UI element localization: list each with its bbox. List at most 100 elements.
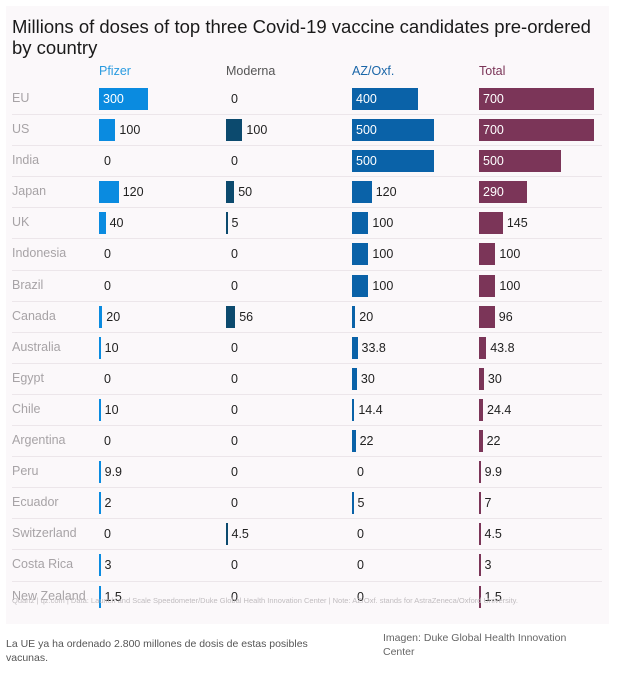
bar-az xyxy=(352,367,357,390)
value-label-az: 100 xyxy=(372,247,394,262)
value-label-total: 24.4 xyxy=(487,402,512,417)
value-label-pfizer: 300 xyxy=(103,92,124,106)
table-row: Egypt 0 0 30 30 xyxy=(12,364,602,395)
bar-total xyxy=(479,492,481,515)
bar-total xyxy=(479,398,483,421)
bar-az xyxy=(352,181,372,204)
bar-total xyxy=(479,305,495,328)
value-label-moderna: 0 xyxy=(231,434,238,449)
table-row: New Zealand 1.5 0 0 1.5 xyxy=(12,582,602,612)
source-note: Quartz | qz.com | Data: Launch and Scale… xyxy=(12,596,518,605)
table-row: US 100 100 500 700 xyxy=(12,115,602,147)
bar-az xyxy=(352,336,358,359)
value-label-az: 120 xyxy=(375,185,397,200)
country-label: Argentina xyxy=(12,433,66,448)
bar-total xyxy=(479,119,594,142)
column-header-az: AZ/Oxf. xyxy=(352,64,395,78)
bar-pfizer xyxy=(99,461,101,484)
value-label-total: 145 xyxy=(506,216,528,231)
country-label: India xyxy=(12,153,40,168)
bar-az xyxy=(352,305,356,328)
bar-moderna xyxy=(226,212,228,235)
bar-moderna xyxy=(226,181,235,204)
value-label-moderna: 50 xyxy=(238,185,253,200)
image-caption: La UE ya ha ordenado 2.800 millones de d… xyxy=(6,638,308,664)
bar-az xyxy=(352,398,355,421)
country-label: Australia xyxy=(12,339,61,354)
bar-az xyxy=(352,88,418,110)
value-label-moderna: 0 xyxy=(231,496,238,511)
value-label-pfizer: 10 xyxy=(104,340,119,355)
country-label: Switzerland xyxy=(12,526,77,541)
value-label-az: 30 xyxy=(360,371,375,386)
bar-pfizer xyxy=(99,336,101,359)
value-label-pfizer: 1.5 xyxy=(104,589,122,604)
value-label-pfizer: 0 xyxy=(104,247,111,262)
country-label: Chile xyxy=(12,401,41,416)
table-row: UK 40 5 100 145 xyxy=(12,208,602,240)
value-label-total: 500 xyxy=(483,154,504,169)
value-label-az: 100 xyxy=(372,278,394,293)
value-label-az: 0 xyxy=(357,558,364,573)
table-row: Australia 10 0 33.8 43.8 xyxy=(12,333,602,364)
bar-total xyxy=(479,461,481,484)
bar-az xyxy=(352,212,369,235)
country-label: Costa Rica xyxy=(12,557,74,572)
value-label-total: 290 xyxy=(483,185,504,200)
bar-total xyxy=(479,554,481,577)
bar-total xyxy=(479,336,487,359)
value-label-az: 500 xyxy=(356,154,377,169)
country-label: EU xyxy=(12,91,30,105)
value-label-pfizer: 40 xyxy=(109,216,124,231)
value-label-total: 43.8 xyxy=(490,340,515,355)
bar-total xyxy=(479,585,481,608)
value-label-az: 20 xyxy=(359,309,374,324)
chart-figure: Millions of doses of top three Covid-19 … xyxy=(6,6,609,624)
table-row: Japan 120 50 120 290 xyxy=(12,177,602,209)
bar-az xyxy=(352,243,369,266)
value-label-pfizer: 10 xyxy=(104,402,119,417)
bar-pfizer xyxy=(99,88,149,110)
image-credit: Imagen: Duke Global Health Innovation Ce… xyxy=(383,632,567,658)
bar-moderna xyxy=(226,119,243,142)
value-label-moderna: 0 xyxy=(231,247,238,262)
value-label-total: 100 xyxy=(499,247,521,262)
bar-pfizer xyxy=(99,305,103,328)
bar-total xyxy=(479,181,527,204)
bar-total xyxy=(479,88,594,110)
bar-az xyxy=(352,119,435,142)
value-label-pfizer: 0 xyxy=(104,278,111,293)
country-label: Indonesia xyxy=(12,246,67,261)
column-header-total: Total xyxy=(479,64,506,78)
country-label: Egypt xyxy=(12,370,44,385)
value-label-moderna: 0 xyxy=(231,92,238,106)
value-label-az: 14.4 xyxy=(358,402,383,417)
value-label-moderna: 0 xyxy=(231,371,238,386)
value-label-moderna: 5 xyxy=(231,216,239,231)
value-label-az: 100 xyxy=(372,216,394,231)
value-label-total: 100 xyxy=(499,278,521,293)
table-row: India 0 0 500 500 xyxy=(12,146,602,178)
bar-total xyxy=(479,430,483,453)
value-label-pfizer: 0 xyxy=(104,371,111,386)
country-label: Ecuador xyxy=(12,495,59,510)
value-label-total: 3 xyxy=(484,558,492,573)
value-label-total: 7 xyxy=(484,496,492,511)
value-label-pfizer: 3 xyxy=(104,558,112,573)
bar-pfizer xyxy=(99,119,116,142)
column-header-pfizer: Pfizer xyxy=(99,64,131,78)
country-label: Canada xyxy=(12,308,56,323)
bar-pfizer xyxy=(99,212,106,235)
value-label-total: 96 xyxy=(498,309,513,324)
value-label-pfizer: 0 xyxy=(104,434,111,449)
value-label-moderna: 0 xyxy=(231,402,238,417)
table-row: Canada 20 56 20 96 xyxy=(12,302,602,333)
value-label-moderna: 100 xyxy=(246,123,268,138)
country-label: US xyxy=(12,122,30,137)
bar-pfizer xyxy=(99,398,101,421)
value-label-total: 1.5 xyxy=(484,589,502,604)
value-label-total: 700 xyxy=(483,92,504,106)
table-row: Chile 10 0 14.4 24.4 xyxy=(12,395,602,427)
value-label-az: 33.8 xyxy=(361,340,386,355)
value-label-moderna: 0 xyxy=(231,278,238,293)
